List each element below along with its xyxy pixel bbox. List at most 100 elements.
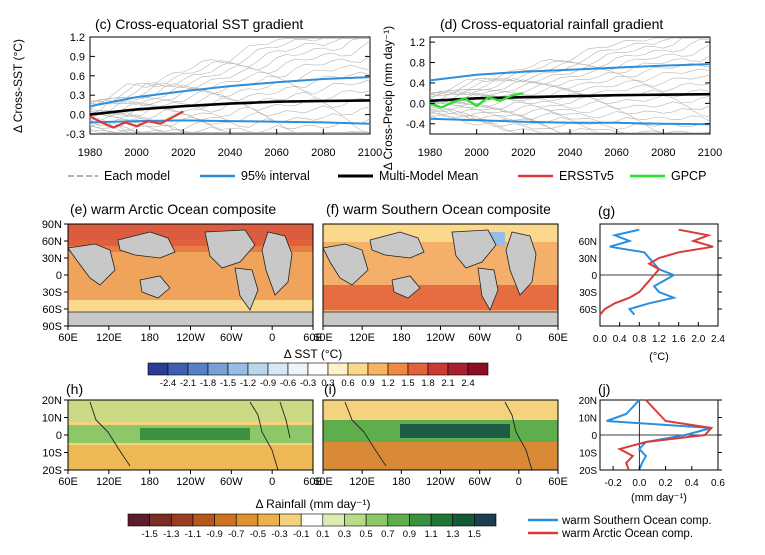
- c-model-line-16: [89, 55, 371, 111]
- e-lat-label-3: 0: [56, 270, 62, 282]
- i-lon-label-5: 0: [516, 476, 522, 488]
- panel-j: (j) 20N 10N 0 10S 20S -0.2 0.0 0.2 0.4 0.6 (mm d…: [579, 381, 726, 504]
- cb-rain-cell-1: [149, 513, 172, 527]
- c-series-1: [89, 119, 371, 125]
- cb-sst-ticks-label-9: 0.6: [341, 378, 354, 389]
- d-ytick-label-2: 0.4: [410, 78, 425, 90]
- cb-sst-ticks-label-7: -0.3: [300, 378, 316, 389]
- c-series-3: [89, 110, 184, 129]
- c-ytick-label-1: 0.9: [70, 51, 85, 63]
- c-ytick-label-4: 0.0: [70, 110, 85, 122]
- panel-h-coast: [89, 401, 291, 471]
- cb-rain-cell-0: [127, 513, 150, 527]
- cb-sst-ticks-label-13: 1.8: [421, 378, 434, 389]
- panel-c-series: [89, 76, 371, 129]
- panel-g-label: (g): [598, 203, 615, 219]
- cb-sst-ticks-label-15: 2.4: [461, 378, 474, 389]
- panel-i-coast: [344, 401, 533, 471]
- e-lon-label-2: 180: [140, 332, 158, 344]
- i-lon-label-2: 180: [392, 476, 410, 488]
- cb-rain-cell-10: [344, 513, 367, 527]
- panel-c-ylabel: Δ Cross-SST (°C): [11, 39, 25, 133]
- cb-sst-ticks-label-0: -2.4: [160, 378, 176, 389]
- cb-rain-cell-3: [192, 513, 215, 527]
- cb-sst-ticks-label-10: 0.9: [361, 378, 374, 389]
- d-model-line-13: [429, 74, 711, 104]
- cb-rain-cell-2: [170, 513, 194, 527]
- c-model-line-21: [89, 37, 370, 102]
- e-lat-label-1: 60N: [42, 236, 62, 248]
- h-lon-label-2: 180: [140, 476, 158, 488]
- j-ytick-label-1: 10N: [579, 414, 597, 425]
- cb-sst-cell-1: [167, 362, 189, 376]
- cb-rain-ticks-label-2: -1.1: [185, 529, 201, 540]
- d-ytick-label-3: 0.0: [410, 98, 425, 110]
- cb-rain-ticks-label-1: -1.3: [163, 529, 179, 540]
- d-model-line-7: [429, 106, 711, 122]
- cb-sst-cell-10: [347, 362, 369, 376]
- e-lon-label-5: 0: [269, 332, 275, 344]
- panel-h-lat-ticks: 20N 10N 0 10S 20S: [42, 395, 68, 477]
- panel-i-label: (i): [324, 381, 336, 397]
- g-ytick-label-3: 30S: [579, 288, 597, 299]
- j-xtick-label-1: 0.0: [632, 478, 646, 489]
- d-model-line-16: [429, 55, 711, 101]
- d-series-2: [429, 92, 711, 103]
- j-xtick-label-0: -0.2: [604, 478, 622, 489]
- j-ytick-label-0: 20N: [579, 396, 597, 407]
- d-series-1: [429, 117, 711, 126]
- c-xtick-label-6: 2100: [358, 147, 382, 159]
- cb-sst-ticks-label-8: 0.3: [321, 378, 334, 389]
- cb-rain-ticks-label-9: 0.3: [338, 529, 351, 540]
- legend-mmm: Multi-Model Mean: [379, 169, 478, 183]
- c-xtick-label-1: 2000: [124, 147, 148, 159]
- colorbar-rain-label: Δ Rainfall (mm day⁻¹): [255, 497, 370, 511]
- j-xtick-label-4: 0.6: [711, 478, 725, 489]
- panel-g-series: [599, 228, 714, 316]
- j-xtick-label-3: 0.4: [685, 478, 699, 489]
- i-lon-label-6: 60E: [548, 476, 568, 488]
- cb-sst-cell-5: [247, 362, 269, 376]
- d-model-line-15: [429, 63, 711, 104]
- h-lon-label-4: 60W: [220, 476, 243, 488]
- cb-rain-ticks-label-14: 1.3: [446, 529, 459, 540]
- panel-f-land: [322, 229, 559, 327]
- panel-j-series: [606, 399, 714, 471]
- cb-sst-ticks-label-1: -2.1: [180, 378, 196, 389]
- colorbar-sst-bar: [147, 362, 489, 376]
- d-model-line-20: [429, 37, 710, 96]
- cb-rain-ticks-label-8: 0.1: [316, 529, 329, 540]
- e-lat-label-2: 30N: [42, 253, 62, 265]
- panel-h: (h) 20N 10N 0 10S 20S 60E 120E 180 120W 60W 0 60E: [42, 381, 323, 488]
- e-lon-label-4: 60W: [220, 332, 243, 344]
- d-xtick-label-1: 2000: [464, 147, 488, 159]
- j-xtick-label-2: 0.2: [659, 478, 673, 489]
- e-lon-label-1: 120E: [96, 332, 122, 344]
- e-lon-label-3: 120W: [176, 332, 205, 344]
- h-lat-label-1: 10N: [42, 413, 62, 425]
- cb-sst-cell-16: [467, 362, 489, 376]
- f-lon-label-3: 120W: [426, 332, 455, 344]
- legend-interval: 95% interval: [241, 169, 310, 183]
- i-lon-label-0: 60E: [313, 476, 333, 488]
- e-lat-label-0: 90N: [42, 219, 62, 231]
- d-ytick-label-4: -0.4: [406, 119, 425, 131]
- colorbar-rain: Δ Rainfall (mm day⁻¹) -1.5 -1.3 -1.1 -0.9 -0…: [127, 497, 497, 540]
- g-ytick-label-0: 60N: [579, 237, 597, 248]
- panel-e-land: [67, 229, 314, 327]
- cb-rain-cell-8: [300, 513, 324, 527]
- cb-sst-ticks-label-5: -0.9: [260, 378, 276, 389]
- panel-h-itcz-core: [140, 428, 250, 440]
- h-lon-label-3: 120W: [176, 476, 205, 488]
- cb-rain-cell-4: [214, 513, 237, 527]
- panel-f: (f) warm Southern Ocean composite 60E 120…: [313, 201, 568, 344]
- legend-arctic: warm Arctic Ocean comp.: [561, 528, 693, 540]
- panel-g-xticks: 0.0 0.4 0.8 1.2 1.6 2.0 2.4: [593, 322, 725, 345]
- legend-bottom: warm Southern Ocean comp. warm Arctic Oc…: [528, 515, 712, 540]
- g-xtick-label-1: 0.4: [613, 334, 627, 345]
- d-xtick-label-2: 2020: [511, 147, 535, 159]
- cb-rain-cell-12: [387, 513, 410, 527]
- panel-e-title: (e) warm Arctic Ocean composite: [70, 201, 276, 217]
